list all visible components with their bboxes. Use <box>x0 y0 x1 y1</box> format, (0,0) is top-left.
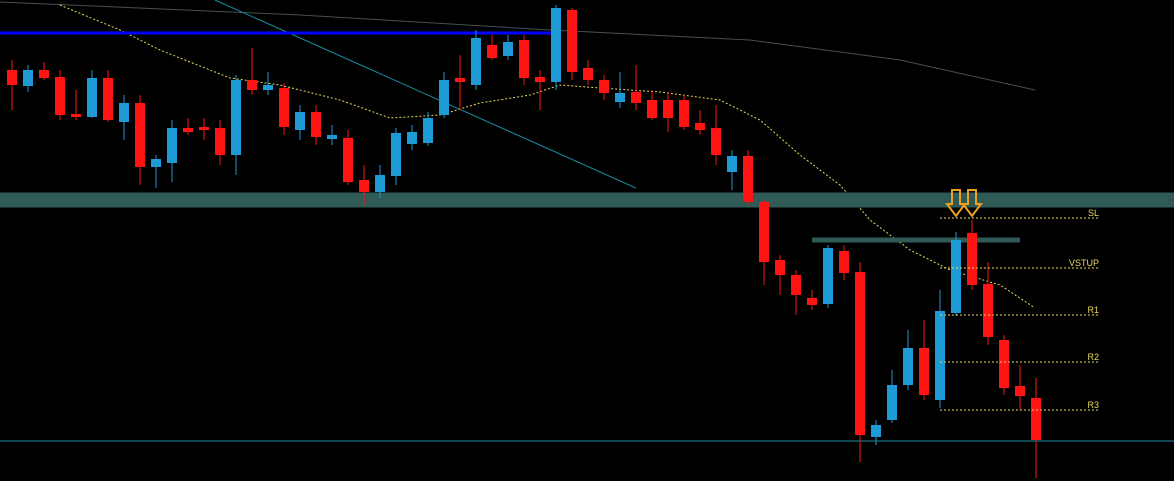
candle-body <box>695 123 705 130</box>
candle-body <box>903 348 913 385</box>
candle-body <box>951 240 961 313</box>
candle-body <box>567 10 577 72</box>
candle-body <box>535 77 545 82</box>
candle-body <box>279 88 289 127</box>
candle-body <box>759 202 769 262</box>
candle-body <box>967 233 977 285</box>
candle-body <box>519 40 529 78</box>
candle-body <box>807 298 817 305</box>
candle-body <box>103 78 113 120</box>
candle-body <box>247 80 257 90</box>
level-label: VSTUP <box>1069 258 1099 268</box>
candle-body <box>871 425 881 437</box>
candle-body <box>423 118 433 143</box>
candle-body <box>23 70 33 86</box>
candle-body <box>775 260 785 275</box>
candle-body <box>231 80 241 155</box>
candle-body <box>71 114 81 117</box>
level-label: SL <box>1088 208 1099 218</box>
candle-body <box>39 70 49 78</box>
candle-body <box>711 128 721 155</box>
candle-body <box>583 68 593 80</box>
candle-body <box>679 100 689 127</box>
candle-body <box>823 248 833 304</box>
candle-body <box>263 85 273 90</box>
candle-body <box>135 103 145 167</box>
candle-body <box>487 45 497 58</box>
candle-body <box>647 100 657 118</box>
candle-body <box>503 42 513 56</box>
candle-body <box>663 100 673 118</box>
slow-moving-average <box>0 1 1036 91</box>
level-label: R3 <box>1087 400 1099 410</box>
candle-body <box>391 133 401 176</box>
candle-body <box>87 78 97 117</box>
candle-body <box>359 180 369 192</box>
candle-body <box>151 159 161 167</box>
candle-body <box>55 77 65 115</box>
candle-body <box>375 175 385 192</box>
candle-body <box>455 78 465 82</box>
candle-body <box>839 251 849 273</box>
candle-body <box>599 80 609 93</box>
candle-body <box>743 156 753 202</box>
candle-body <box>167 128 177 163</box>
trend-line <box>214 0 637 189</box>
candle-body <box>983 284 993 337</box>
candle-body <box>215 128 225 155</box>
candle-body <box>791 275 801 295</box>
candle-body <box>1031 398 1041 440</box>
candle-body <box>887 385 897 420</box>
level-label: R2 <box>1087 352 1099 362</box>
candle-body <box>183 128 193 132</box>
candle-body <box>407 132 417 144</box>
candle-body <box>439 80 449 115</box>
candle-body <box>311 112 321 137</box>
candle-body <box>7 70 17 85</box>
moving-average <box>59 4 1036 309</box>
sell-arrow <box>945 189 967 218</box>
sell-arrow <box>961 189 983 218</box>
candle-body <box>1015 386 1025 396</box>
candle-body <box>295 112 305 130</box>
candle-body <box>551 8 561 82</box>
level-label: R1 <box>1087 305 1099 315</box>
candle-body <box>727 156 737 172</box>
candle-body <box>471 38 481 85</box>
candle-body <box>919 348 929 395</box>
candle-body <box>119 103 129 122</box>
candle-body <box>999 340 1009 388</box>
candle-body <box>199 127 209 130</box>
candle-body <box>327 135 337 139</box>
candle-body <box>935 311 945 400</box>
candle-body <box>855 272 865 435</box>
candle-body <box>343 138 353 182</box>
candle-body <box>631 92 641 103</box>
candle-body <box>615 93 625 102</box>
